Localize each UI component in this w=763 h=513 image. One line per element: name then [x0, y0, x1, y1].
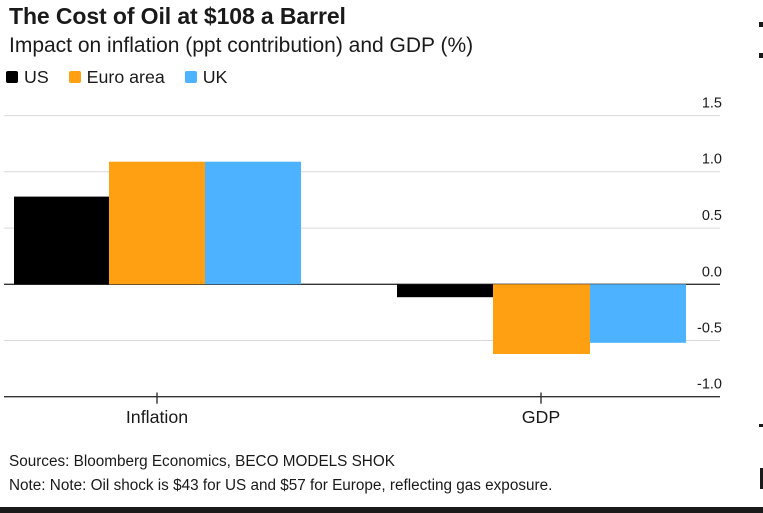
svg-text:-1.0: -1.0	[697, 377, 722, 393]
svg-text:Inflation: Inflation	[126, 407, 188, 427]
svg-text:-0.5: -0.5	[697, 321, 722, 337]
svg-text:GDP: GDP	[522, 407, 561, 427]
svg-text:1.5: 1.5	[702, 96, 722, 112]
svg-text:0.0: 0.0	[702, 265, 722, 281]
svg-text:0.5: 0.5	[702, 208, 722, 224]
svg-text:1.0: 1.0	[702, 152, 722, 168]
